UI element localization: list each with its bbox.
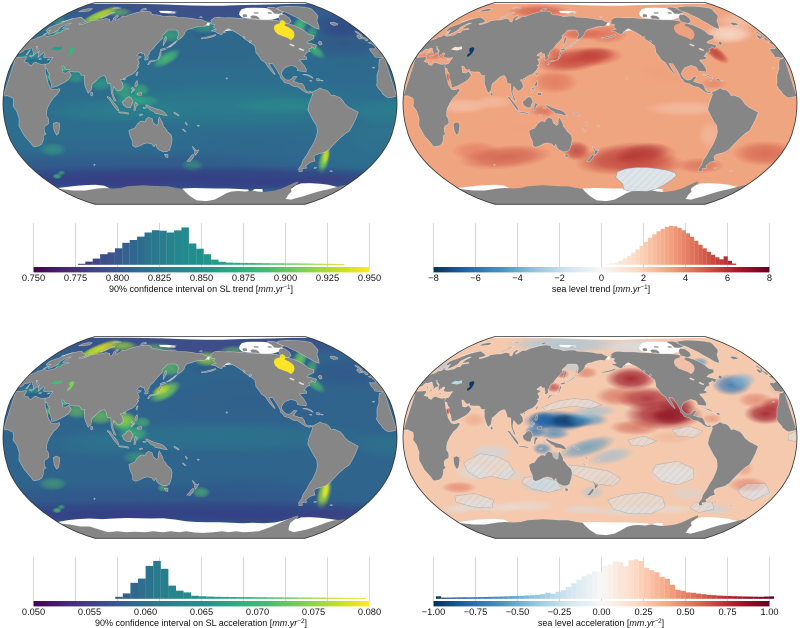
- svg-text:0.055: 0.055: [78, 607, 101, 617]
- svg-text:0.075: 0.075: [302, 607, 325, 617]
- svg-text:4: 4: [683, 273, 688, 283]
- svg-text:0.080: 0.080: [358, 607, 381, 617]
- svg-text:−2: −2: [554, 273, 565, 283]
- svg-text:0.75: 0.75: [718, 607, 736, 617]
- svg-text:0.25: 0.25: [634, 607, 652, 617]
- svg-text:0.925: 0.925: [316, 273, 339, 283]
- svg-text:0.050: 0.050: [22, 607, 45, 617]
- svg-text:0.825: 0.825: [148, 273, 171, 283]
- svg-text:6: 6: [725, 273, 730, 283]
- svg-text:0.850: 0.850: [190, 273, 213, 283]
- svg-text:0.750: 0.750: [22, 273, 45, 283]
- svg-text:0: 0: [599, 273, 604, 283]
- svg-text:2: 2: [641, 273, 646, 283]
- svg-text:0.00: 0.00: [592, 607, 610, 617]
- svg-text:−0.25: −0.25: [548, 607, 572, 617]
- svg-text:0.070: 0.070: [246, 607, 269, 617]
- svg-text:−1.00: −1.00: [422, 607, 446, 617]
- svg-text:0.50: 0.50: [676, 607, 694, 617]
- svg-text:0.950: 0.950: [358, 273, 381, 283]
- svg-text:sea level trend [mm.yr−1]: sea level trend [mm.yr−1]: [552, 284, 650, 294]
- svg-text:0.875: 0.875: [232, 273, 255, 283]
- svg-text:8: 8: [767, 273, 772, 283]
- svg-text:−0.50: −0.50: [506, 607, 530, 617]
- svg-text:−8: −8: [428, 273, 439, 283]
- svg-text:0.775: 0.775: [64, 273, 87, 283]
- svg-text:0.060: 0.060: [134, 607, 157, 617]
- svg-text:sea level acceleration [mm.yr−: sea level acceleration [mm.yr−2]: [538, 618, 664, 628]
- svg-text:90% confidence interval on SL: 90% confidence interval on SL trend [mm.…: [109, 284, 293, 294]
- svg-text:0.800: 0.800: [106, 273, 129, 283]
- svg-text:1.00: 1.00: [760, 607, 778, 617]
- svg-text:90% confidence interval on SL: 90% confidence interval on SL accelerati…: [95, 618, 307, 628]
- svg-text:0.065: 0.065: [190, 607, 213, 617]
- svg-text:−4: −4: [512, 273, 523, 283]
- svg-text:0.900: 0.900: [274, 273, 297, 283]
- svg-text:−0.75: −0.75: [464, 607, 488, 617]
- svg-text:−6: −6: [470, 273, 481, 283]
